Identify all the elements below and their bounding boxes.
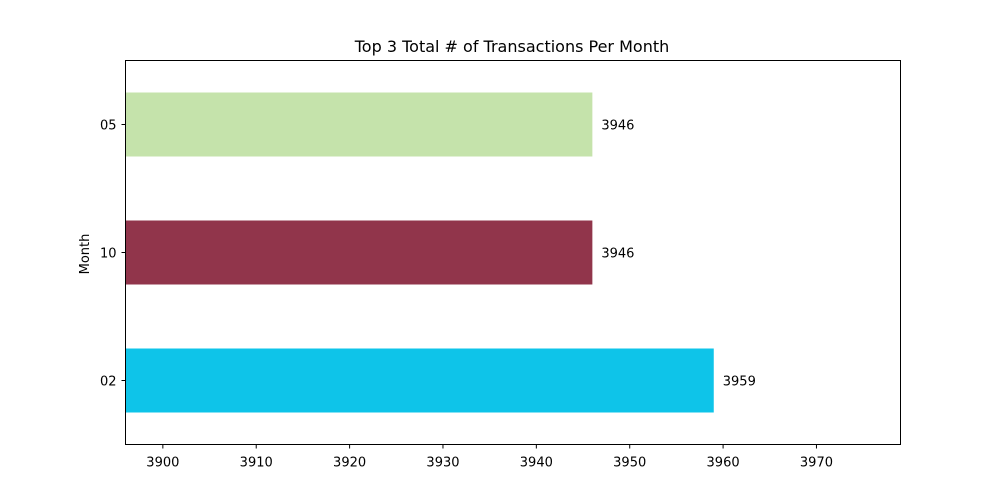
x-tick-label-3900: 3900	[146, 456, 179, 471]
bar-10	[125, 220, 593, 285]
data-label-02: 3959	[723, 375, 756, 390]
ticks-layer: 02 10 05 3900 3910 3920 3930 3940 3950 3960 3970	[100, 119, 833, 471]
y-axis-label: Month	[78, 234, 93, 275]
y-tick-label-05: 05	[100, 119, 117, 134]
data-label-10: 3946	[601, 247, 634, 262]
chart-title: Top 3 Total # of Transactions Per Month	[354, 37, 670, 56]
x-tick-label-3970: 3970	[800, 456, 833, 471]
plot-frame	[125, 60, 901, 445]
x-tick-label-3920: 3920	[333, 456, 366, 471]
y-tick-label-10: 10	[100, 247, 117, 262]
y-tick-label-02: 02	[100, 375, 117, 390]
x-tick-label-3940: 3940	[520, 456, 553, 471]
bars-layer: 3959 3946 3946	[125, 92, 756, 413]
x-tick-label-3930: 3930	[426, 456, 459, 471]
bar-05	[125, 92, 593, 157]
x-tick-label-3960: 3960	[707, 456, 740, 471]
data-label-05: 3946	[601, 119, 634, 134]
x-tick-label-3950: 3950	[613, 456, 646, 471]
x-tick-label-3910: 3910	[240, 456, 273, 471]
bar-02	[125, 348, 714, 413]
